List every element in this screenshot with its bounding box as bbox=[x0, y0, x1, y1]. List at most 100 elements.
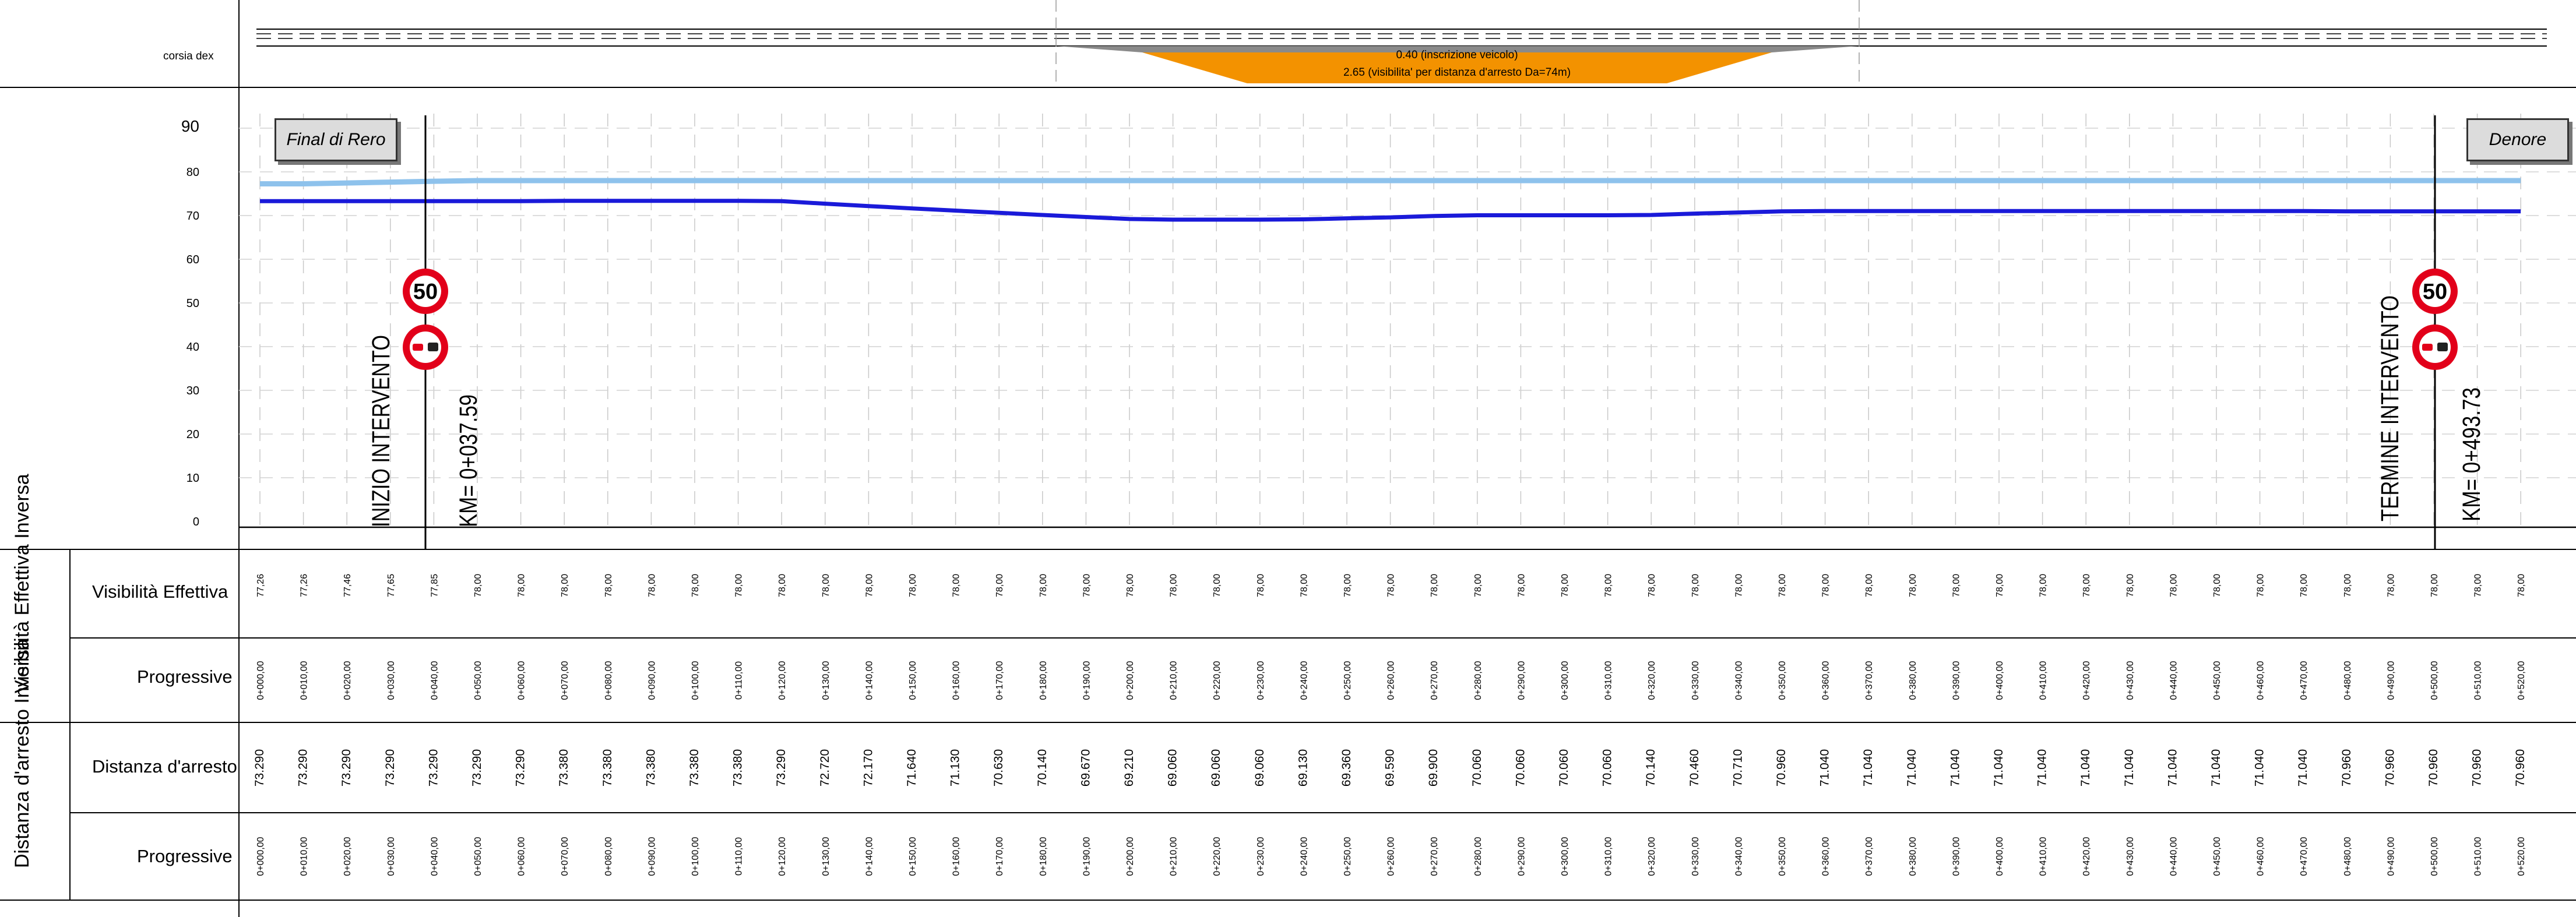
distanza-value: 70.960 bbox=[2383, 749, 2396, 786]
distanza-value: 71.040 bbox=[2296, 749, 2310, 786]
y-tick-label: 20 bbox=[186, 428, 199, 441]
progressive-value: 0+420,00 bbox=[2082, 837, 2092, 876]
orange-band bbox=[1142, 52, 1772, 83]
visibilita-value: 78,00 bbox=[2169, 574, 2179, 597]
progressive-value: 0+120,00 bbox=[777, 837, 787, 876]
speed-limit-value: 50 bbox=[2423, 280, 2447, 304]
distanza-value: 71.040 bbox=[2253, 749, 2267, 786]
progressive-value: 0+030,00 bbox=[386, 661, 396, 700]
chart-grid bbox=[239, 114, 2576, 527]
visibilita-value: 78,00 bbox=[2473, 574, 2483, 597]
progressive-value: 0+180,00 bbox=[1039, 661, 1048, 700]
progressive-value: 0+010,00 bbox=[300, 837, 309, 876]
visibilita-value: 78,00 bbox=[864, 574, 874, 597]
visibilita-value: 78,00 bbox=[952, 574, 962, 597]
distanza-value: 70.140 bbox=[1644, 749, 1657, 786]
distanza-value: 73.290 bbox=[514, 749, 527, 786]
distanza-value: 70.060 bbox=[1514, 749, 1527, 786]
speed-limit-value: 50 bbox=[413, 280, 438, 304]
no-overtaking-sign-end-icon bbox=[2412, 325, 2458, 370]
distanza-value: 71.040 bbox=[2123, 749, 2136, 786]
progressive-value: 0+280,00 bbox=[1473, 661, 1483, 700]
distanza-value: 69.210 bbox=[1122, 749, 1136, 786]
visibilita-value: 78,00 bbox=[2517, 574, 2526, 597]
progressive-value: 0+510,00 bbox=[2473, 661, 2483, 700]
start-km: KM= 0+037.59 bbox=[455, 394, 483, 527]
visibilita-value: 78,00 bbox=[2125, 574, 2135, 597]
progressive-value: 0+500,00 bbox=[2430, 837, 2440, 876]
progressive-value: 0+050,00 bbox=[473, 661, 483, 700]
origin-location-box: Final di Rero bbox=[275, 118, 397, 161]
distanza-value: 70.060 bbox=[1601, 749, 1614, 786]
distanza-value: 71.040 bbox=[2079, 749, 2092, 786]
distanza-value: 71.640 bbox=[905, 749, 919, 786]
distanza-value: 71.130 bbox=[949, 749, 962, 786]
visibilita-value: 78,00 bbox=[1473, 574, 1483, 597]
visibilita-value: 78,00 bbox=[1212, 574, 1222, 597]
progressive-value: 0+210,00 bbox=[1169, 661, 1179, 700]
distanza-value: 71.040 bbox=[1818, 749, 1832, 786]
grey-band bbox=[1056, 46, 1859, 52]
y-tick-label: 10 bbox=[186, 472, 199, 485]
progressive-value: 0+360,00 bbox=[1821, 661, 1831, 700]
visibilita-value: 78,00 bbox=[1778, 574, 1787, 597]
progressive-value: 0+140,00 bbox=[864, 661, 874, 700]
progressive-value: 0+040,00 bbox=[430, 661, 439, 700]
visibilita-value: 78,00 bbox=[2343, 574, 2353, 597]
progressive-value: 0+350,00 bbox=[1778, 661, 1787, 700]
progressive-value: 0+240,00 bbox=[1299, 837, 1309, 876]
visibilita-value: 78,00 bbox=[1430, 574, 1440, 597]
progressive-value: 0+060,00 bbox=[517, 837, 527, 876]
progressive-value: 0+190,00 bbox=[1082, 837, 1092, 876]
visibilita-value: 78,00 bbox=[1647, 574, 1657, 597]
start-label: INIZIO INTERVENTO bbox=[367, 335, 395, 527]
visibilita-value: 78,00 bbox=[1039, 574, 1048, 597]
distanza-value: 71.040 bbox=[1861, 749, 1875, 786]
progressive-value: 0+400,00 bbox=[1995, 837, 2005, 876]
progressive-value: 0+380,00 bbox=[1908, 661, 1918, 700]
end-label: TERMINE INTERVENTO bbox=[2376, 295, 2404, 521]
visibilita-value: 78,00 bbox=[473, 574, 483, 597]
distanza-value: 73.290 bbox=[427, 749, 440, 786]
progressive-value: 0+450,00 bbox=[2212, 837, 2222, 876]
distanza-value: 70.960 bbox=[1775, 749, 1788, 786]
distanza-value: 70.960 bbox=[2427, 749, 2440, 786]
distanza-value: 70.960 bbox=[2340, 749, 2353, 786]
distanza-value: 72.170 bbox=[861, 749, 875, 786]
progressive-value: 0+120,00 bbox=[777, 661, 787, 700]
progressive-value: 0+470,00 bbox=[2299, 837, 2309, 876]
distanza-value: 70.060 bbox=[1470, 749, 1484, 786]
progressive-value: 0+340,00 bbox=[1734, 837, 1744, 876]
origin-location-label: Final di Rero bbox=[286, 130, 386, 149]
progressive-value: 0+090,00 bbox=[647, 837, 657, 876]
visibilita-value: 78,00 bbox=[995, 574, 1005, 597]
annot-bottom: 2.65 (visibilita' per distanza d'arresto… bbox=[1343, 66, 1571, 79]
progressive-value: 0+220,00 bbox=[1212, 837, 1222, 876]
no-overtaking-sign-start-icon bbox=[403, 325, 448, 370]
progressive-value: 0+420,00 bbox=[2082, 661, 2092, 700]
visibilita-value: 78,00 bbox=[1995, 574, 2005, 597]
speed-limit-sign-end: 50 bbox=[2412, 269, 2458, 314]
y-tick-label: 70 bbox=[186, 210, 199, 223]
progressive-value: 0+250,00 bbox=[1343, 661, 1353, 700]
visibilita-value: 78,00 bbox=[1604, 574, 1614, 597]
visibilita-value: 78,00 bbox=[777, 574, 787, 597]
progressive-value: 0+490,00 bbox=[2386, 661, 2396, 700]
y-tick-label: 60 bbox=[186, 253, 199, 266]
progressive-value: 0+260,00 bbox=[1386, 837, 1396, 876]
distanza-value: 69.060 bbox=[1253, 749, 1266, 786]
group-label-distanza: Distanza d'arresto Inversa bbox=[11, 639, 58, 868]
visibilita-value: 78,00 bbox=[1343, 574, 1353, 597]
visibilita-value: 77,65 bbox=[386, 574, 396, 597]
distanza-value: 73.380 bbox=[688, 749, 701, 786]
y-tick-label: 80 bbox=[186, 166, 199, 179]
progressive-value: 0+290,00 bbox=[1516, 661, 1526, 700]
visibilita-value: 78,00 bbox=[734, 574, 744, 597]
progressive-value: 0+140,00 bbox=[864, 837, 874, 876]
progressive-value: 0+240,00 bbox=[1299, 661, 1309, 700]
progressive-value: 0+170,00 bbox=[995, 661, 1005, 700]
progressive-value: 0+160,00 bbox=[952, 837, 962, 876]
progressive-value: 0+460,00 bbox=[2256, 661, 2266, 700]
speed-limit-sign-start: 50 bbox=[403, 269, 448, 314]
distanza-value: 72.720 bbox=[818, 749, 832, 786]
